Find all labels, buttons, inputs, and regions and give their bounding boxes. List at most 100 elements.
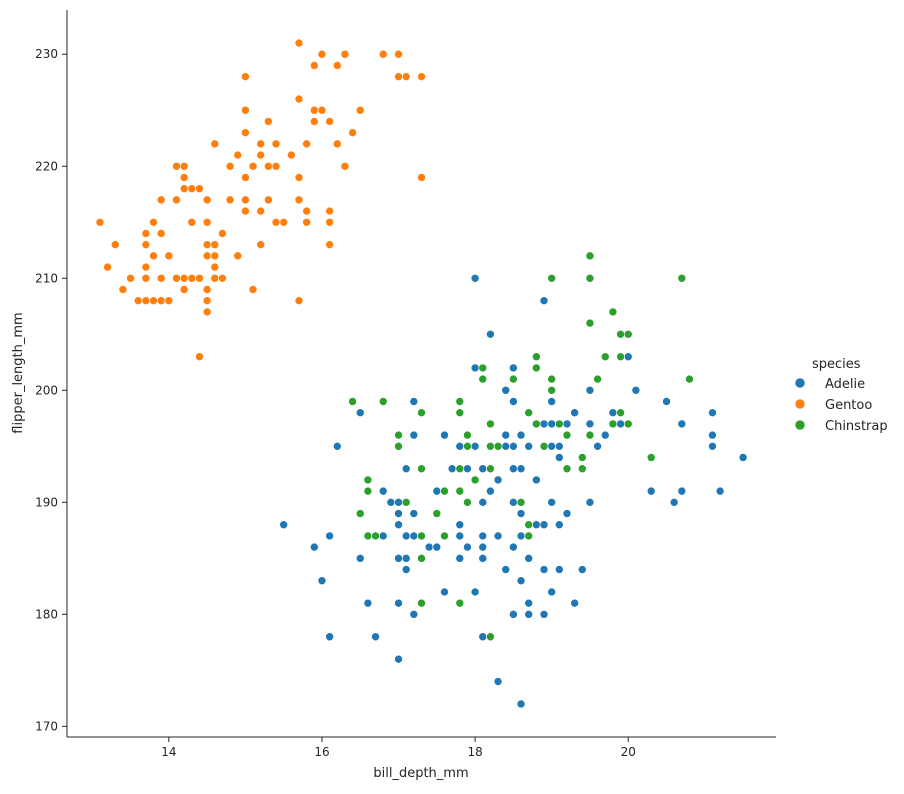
point-adelie-94 <box>562 509 572 518</box>
point-adelie-0 <box>470 273 480 283</box>
point-gentoo-18 <box>264 117 273 126</box>
point-adelie-51 <box>486 486 495 496</box>
point-adelie-50 <box>478 464 488 474</box>
point-adelie-14 <box>585 385 595 395</box>
point-adelie-117 <box>478 632 488 642</box>
point-chinstrap-64 <box>417 598 426 608</box>
point-gentoo-99 <box>202 307 212 317</box>
point-adelie-28 <box>501 442 511 451</box>
point-gentoo-20 <box>348 128 357 137</box>
point-gentoo-89 <box>179 285 189 294</box>
point-gentoo-28 <box>256 150 266 160</box>
point-gentoo-6 <box>332 61 342 70</box>
point-chinstrap-3 <box>677 273 687 283</box>
point-gentoo-82 <box>172 273 181 283</box>
y-tick-label-220: 220 <box>35 159 58 173</box>
point-adelie-2 <box>539 296 549 305</box>
point-adelie-63 <box>669 498 679 507</box>
point-adelie-42 <box>378 486 388 496</box>
point-adelie-92 <box>539 520 549 530</box>
point-adelie-102 <box>401 565 411 574</box>
point-gentoo-69 <box>256 240 266 249</box>
point-adelie-89 <box>516 531 526 541</box>
point-adelie-98 <box>363 598 373 608</box>
point-chinstrap-57 <box>524 520 533 530</box>
point-gentoo-30 <box>264 161 273 171</box>
x-tick-label-14: 14 <box>161 745 176 759</box>
point-adelie-105 <box>455 554 465 563</box>
point-gentoo-62 <box>141 229 151 238</box>
point-gentoo-17 <box>325 117 334 126</box>
y-tick-label-190: 190 <box>35 495 58 509</box>
x-tick-label-18: 18 <box>467 745 482 759</box>
point-adelie-24 <box>440 430 449 440</box>
point-chinstrap-66 <box>486 632 495 642</box>
point-gentoo-72 <box>164 251 174 261</box>
point-adelie-39 <box>585 419 595 429</box>
point-adelie-8 <box>355 408 365 418</box>
point-gentoo-70 <box>325 240 334 249</box>
point-chinstrap-15 <box>547 374 556 384</box>
point-chinstrap-60 <box>417 531 426 541</box>
point-gentoo-97 <box>202 296 212 305</box>
legend-marker-chinstrap <box>794 419 806 431</box>
point-chinstrap-24 <box>348 397 357 406</box>
point-adelie-100 <box>371 632 380 642</box>
point-adelie-78 <box>424 542 434 552</box>
point-chinstrap-12 <box>532 363 541 373</box>
point-adelie-15 <box>631 385 641 395</box>
point-chinstrap-56 <box>432 509 442 518</box>
point-adelie-43 <box>386 498 396 507</box>
point-adelie-86 <box>493 531 503 541</box>
point-chinstrap-50 <box>440 486 449 496</box>
point-adelie-53 <box>509 464 518 474</box>
point-adelie-101 <box>394 598 403 608</box>
point-chinstrap-34 <box>585 430 595 440</box>
point-adelie-3 <box>470 363 480 373</box>
point-gentoo-64 <box>218 229 227 238</box>
point-adelie-17 <box>677 419 687 429</box>
point-chinstrap-9 <box>616 352 625 362</box>
point-gentoo-78 <box>210 262 220 272</box>
point-gentoo-33 <box>172 161 181 171</box>
point-gentoo-11 <box>294 94 304 104</box>
point-chinstrap-20 <box>417 408 426 418</box>
point-chinstrap-53 <box>516 498 526 507</box>
point-adelie-48 <box>455 442 465 451</box>
point-gentoo-12 <box>310 105 319 115</box>
point-gentoo-32 <box>340 161 350 171</box>
point-adelie-69 <box>325 531 334 541</box>
point-gentoo-2 <box>340 49 350 59</box>
point-gentoo-75 <box>233 251 243 261</box>
point-adelie-81 <box>455 520 465 530</box>
legend-label-gentoo: Gentoo <box>825 398 872 413</box>
point-gentoo-54 <box>187 217 197 227</box>
y-tick-label-230: 230 <box>35 47 58 61</box>
point-gentoo-49 <box>294 195 304 205</box>
point-chinstrap-21 <box>455 408 465 418</box>
point-adelie-37 <box>516 430 526 440</box>
y-tick-label-210: 210 <box>35 271 58 285</box>
point-gentoo-61 <box>95 217 105 227</box>
point-adelie-57 <box>555 453 564 462</box>
point-gentoo-31 <box>271 161 281 171</box>
point-chinstrap-17 <box>685 374 694 384</box>
point-adelie-109 <box>516 576 526 586</box>
point-chinstrap-47 <box>363 475 373 485</box>
point-chinstrap-7 <box>623 329 633 339</box>
point-chinstrap-16 <box>593 374 602 384</box>
point-chinstrap-61 <box>440 531 449 541</box>
point-adelie-55 <box>532 475 541 485</box>
point-chinstrap-54 <box>463 498 472 507</box>
point-gentoo-94 <box>149 296 158 305</box>
point-gentoo-48 <box>264 195 273 205</box>
point-chinstrap-46 <box>577 464 587 474</box>
point-adelie-35 <box>547 419 556 429</box>
x-axis-label: bill_depth_mm <box>373 766 468 781</box>
legend-marker-gentoo <box>794 398 806 410</box>
point-adelie-106 <box>470 587 480 597</box>
point-chinstrap-58 <box>363 531 373 541</box>
point-gentoo-55 <box>202 217 212 227</box>
point-gentoo-73 <box>202 251 212 261</box>
